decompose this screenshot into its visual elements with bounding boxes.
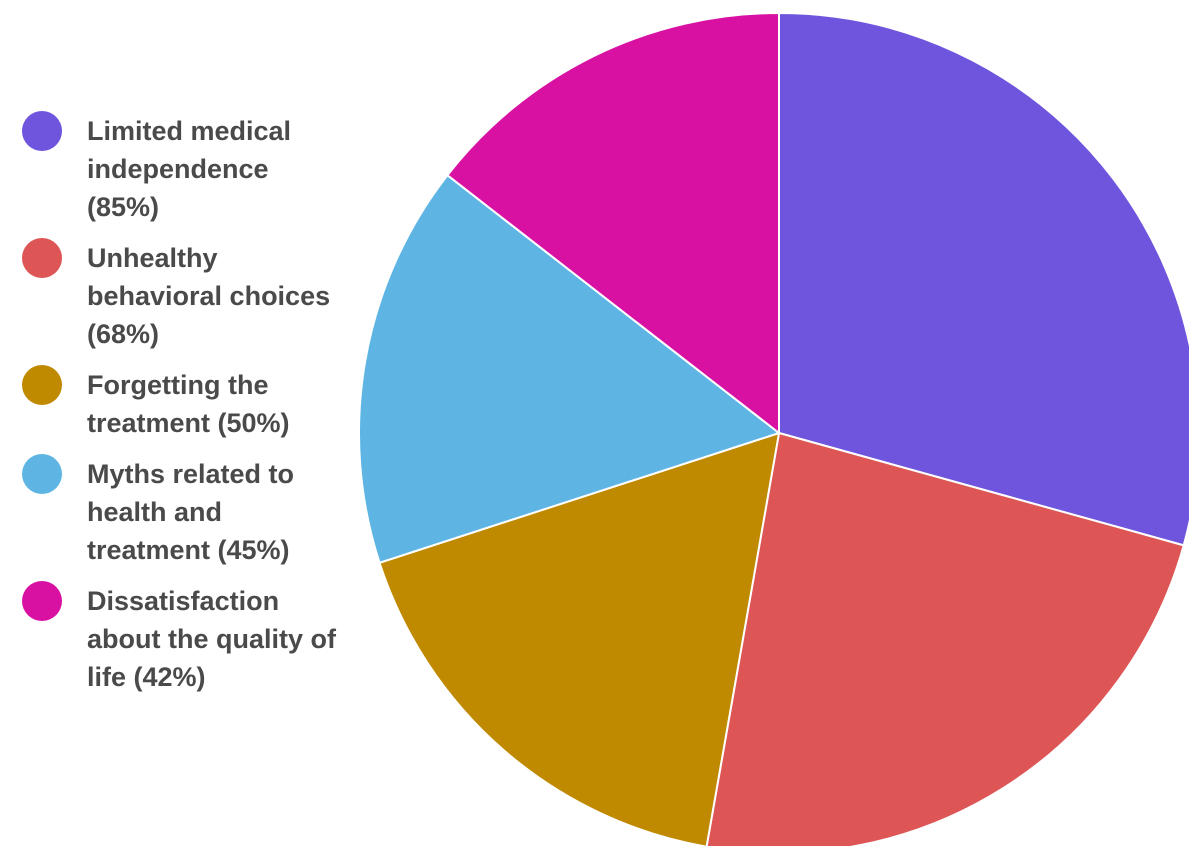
pie-slice-3 (378, 432, 780, 846)
legend-label-unhealthy-behavioral-choices: Unhealthy behavioral choices (68%) (87, 243, 331, 349)
legend-item-forgetting-the-treatment: Forgetting the treatment (50%) (22, 365, 342, 442)
pie-slice-1 (778, 12, 1189, 547)
pie-slice-2 (705, 432, 1185, 846)
legend-swatch-myths-related-to-health (22, 454, 62, 494)
legend-label-dissatisfaction-quality-of-life: Dissatisfaction about the quality of lif… (87, 586, 336, 692)
legend-item-dissatisfaction-quality-of-life: Dissatisfaction about the quality of lif… (22, 581, 342, 696)
legend-item-myths-related-to-health: Myths related to health and treatment (4… (22, 454, 342, 569)
pie-slice-5 (446, 12, 780, 434)
pie-slice-4 (358, 174, 780, 564)
legend-label-limited-medical-independence: Limited medical independence (85%) (87, 116, 292, 222)
chart-legend: Limited medical independence (85%) Unhea… (22, 111, 342, 709)
legend-swatch-dissatisfaction-quality-of-life (22, 581, 62, 621)
legend-swatch-limited-medical-independence (22, 111, 62, 151)
legend-item-unhealthy-behavioral-choices: Unhealthy behavioral choices (68%) (22, 238, 342, 353)
legend-swatch-unhealthy-behavioral-choices (22, 238, 62, 278)
legend-swatch-forgetting-the-treatment (22, 365, 62, 405)
legend-label-forgetting-the-treatment: Forgetting the treatment (50%) (87, 370, 290, 438)
legend-item-limited-medical-independence: Limited medical independence (85%) (22, 111, 342, 226)
legend-label-myths-related-to-health: Myths related to health and treatment (4… (87, 459, 295, 565)
